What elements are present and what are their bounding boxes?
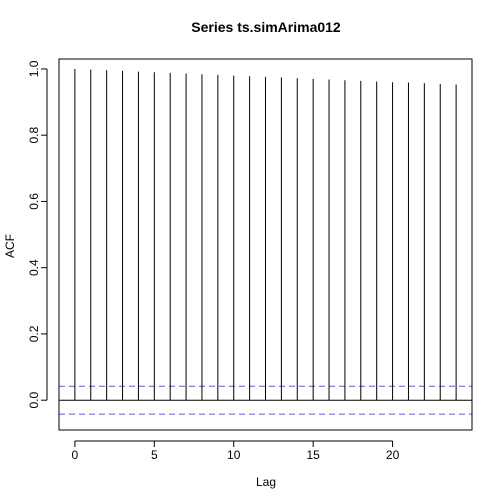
x-tick-label-10: 10 bbox=[227, 448, 241, 462]
confidence-bands bbox=[59, 385, 472, 415]
y-tick-label-0-6: 0.6 bbox=[27, 193, 41, 210]
y-tick-label-0-8: 0.8 bbox=[27, 127, 41, 144]
x-tick-label-20: 20 bbox=[386, 448, 400, 462]
acf-bars bbox=[74, 68, 457, 401]
y-axis-label: ACF bbox=[3, 234, 17, 258]
y-tick-label-1: 1.0 bbox=[27, 60, 41, 77]
y-tick-label-0-2: 0.2 bbox=[27, 325, 41, 342]
y-tick-label-0-4: 0.4 bbox=[27, 259, 41, 276]
y-tick-label-0: 0.0 bbox=[27, 392, 41, 409]
x-tick-label-15: 15 bbox=[306, 448, 320, 462]
x-tick-label-0: 0 bbox=[72, 448, 79, 462]
axes: 0 5 10 15 20 0.0 0.2 0.4 0.6 0.8 1.0 bbox=[27, 60, 400, 462]
x-axis-label: Lag bbox=[256, 475, 276, 489]
chart-title: Series ts.simArima012 bbox=[191, 19, 341, 35]
plot-frame bbox=[58, 58, 473, 431]
x-tick-label-5: 5 bbox=[151, 448, 158, 462]
